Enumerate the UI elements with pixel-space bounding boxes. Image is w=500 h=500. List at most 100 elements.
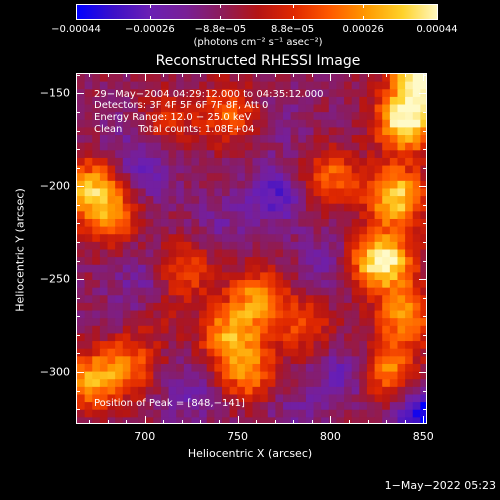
heatmap-cell — [84, 272, 93, 281]
heatmap-cell — [305, 280, 315, 289]
heatmap-cell — [252, 135, 261, 144]
heatmap-cell — [138, 379, 147, 388]
colorbar-tick — [149, 4, 151, 8]
heatmap-cell — [145, 180, 154, 190]
heatmap-cell — [130, 287, 139, 296]
heatmap-cell — [321, 333, 330, 342]
heatmap-cell — [366, 135, 376, 144]
heatmap-cell — [321, 135, 330, 144]
heatmap-cell — [130, 165, 139, 174]
heatmap-cell — [229, 287, 238, 296]
heatmap-cell — [336, 165, 345, 174]
heatmap-cell — [260, 234, 269, 243]
heatmap-cell — [138, 226, 147, 235]
heatmap-cell — [176, 318, 185, 327]
heatmap-cell — [336, 135, 345, 144]
heatmap-cell — [130, 356, 139, 365]
heatmap-cell — [321, 211, 330, 220]
heatmap-cell — [374, 379, 383, 388]
heatmap-cell — [191, 157, 200, 167]
heatmap-cell — [229, 234, 238, 243]
heatmap-cell — [305, 379, 315, 388]
heatmap-cell — [382, 280, 391, 289]
heatmap-cell — [405, 180, 414, 190]
heatmap-cell — [321, 173, 330, 182]
heatmap-cell — [229, 142, 238, 151]
heatmap-cell — [145, 234, 154, 243]
heatmap-cell — [244, 150, 254, 159]
heatmap-cell — [260, 211, 269, 220]
heatmap-cell — [99, 402, 109, 411]
heatmap-cell — [305, 157, 315, 167]
heatmap-cell — [321, 272, 330, 281]
heatmap-cell — [138, 287, 147, 296]
heatmap-cell — [305, 203, 315, 212]
heatmap-cell — [359, 379, 368, 388]
heatmap-cell — [260, 417, 269, 423]
heatmap-cell — [290, 302, 299, 312]
heatmap-cell — [122, 196, 132, 205]
heatmap-cell — [122, 371, 132, 380]
heatmap-cell — [290, 272, 299, 281]
heatmap-cell — [344, 119, 353, 129]
heatmap-cell — [92, 363, 101, 373]
y-axis-tick — [419, 93, 427, 95]
x-axis-tick — [237, 73, 239, 81]
heatmap-cell — [122, 379, 132, 388]
heatmap-cell — [366, 218, 376, 228]
heatmap-cell — [115, 157, 124, 167]
heatmap-cell — [199, 417, 208, 423]
heatmap-cell — [145, 409, 154, 418]
heatmap-cell — [237, 363, 246, 373]
heatmap-cell — [298, 173, 307, 182]
heatmap-cell — [351, 135, 360, 144]
heatmap-cell — [374, 104, 383, 113]
heatmap-cell — [160, 295, 170, 304]
heatmap-cell — [389, 402, 399, 411]
heatmap-cell — [183, 402, 193, 411]
heatmap-cell — [237, 196, 246, 205]
heatmap-cell — [237, 127, 246, 136]
heatmap-cell — [244, 104, 254, 113]
y-axis-minor-tick — [76, 149, 80, 151]
heatmap-cell — [305, 81, 315, 90]
heatmap-cell — [328, 96, 338, 106]
heatmap-cell — [214, 341, 223, 350]
heatmap-cell — [260, 249, 269, 258]
heatmap-cell — [313, 135, 322, 144]
heatmap-cell — [138, 234, 147, 243]
y-axis-minor-tick — [423, 260, 427, 262]
heatmap-cell — [77, 295, 86, 304]
heatmap-cell — [260, 142, 269, 151]
heatmap-cell — [214, 165, 223, 174]
heatmap-cell — [305, 302, 315, 312]
heatmap-cell — [252, 226, 261, 235]
y-axis-minor-tick — [423, 74, 427, 76]
x-axis-tick-label: 800 — [319, 430, 341, 443]
heatmap-cell — [267, 402, 276, 411]
heatmap-cell — [328, 287, 338, 296]
heatmap-cell — [84, 81, 93, 90]
heatmap-cell — [206, 333, 215, 342]
heatmap-cell — [107, 356, 116, 365]
heatmap-cell — [305, 318, 315, 327]
x-axis-minor-tick — [181, 73, 183, 77]
y-axis-minor-tick — [76, 112, 80, 113]
heatmap-cell — [420, 196, 426, 205]
heatmap-cell — [221, 341, 231, 350]
heatmap-cell — [160, 356, 170, 365]
heatmap-cell — [374, 417, 383, 423]
heatmap-cell — [168, 409, 177, 418]
heatmap-cell — [305, 150, 315, 159]
heatmap-cell — [84, 74, 93, 83]
heatmap-cell — [420, 249, 426, 258]
heatmap-cell — [191, 203, 200, 212]
heatmap-cell — [351, 310, 360, 319]
heatmap-cell — [153, 188, 162, 197]
heatmap-cell — [275, 348, 284, 357]
heatmap-cell — [374, 180, 383, 190]
heatmap-cell — [420, 104, 426, 113]
heatmap-cell — [389, 295, 399, 304]
x-axis-minor-tick — [386, 420, 388, 424]
heatmap-cell — [92, 203, 101, 212]
